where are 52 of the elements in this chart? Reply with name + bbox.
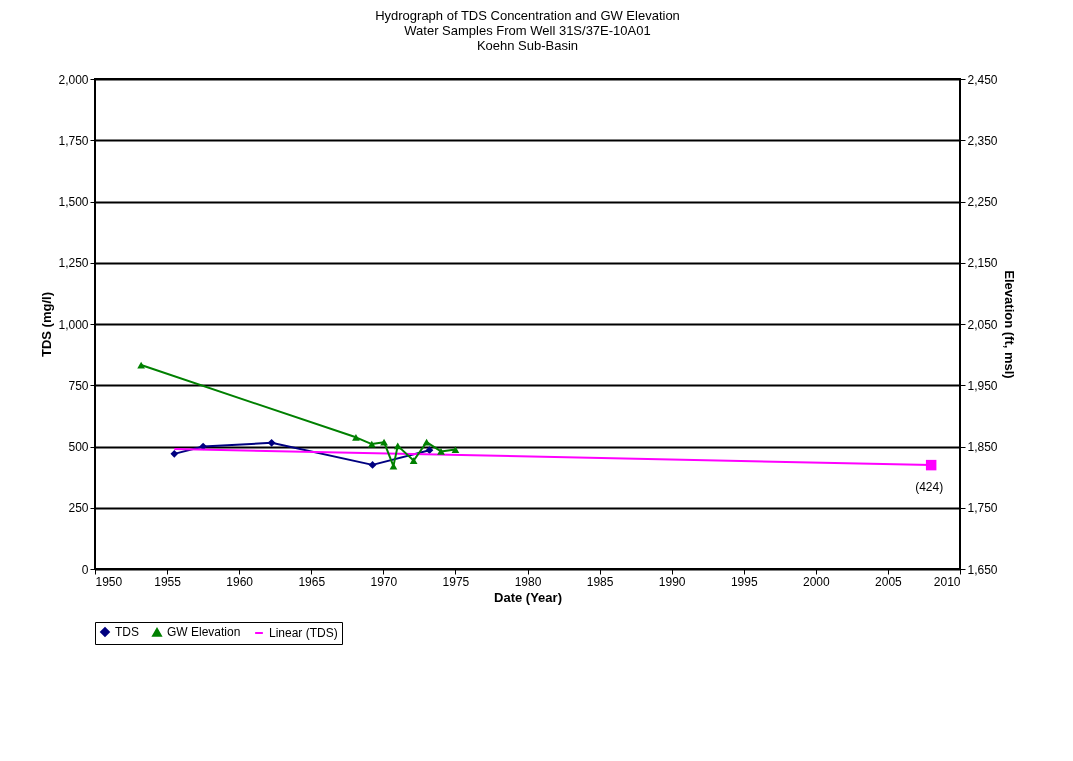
y2-tick-label: 1,650 (967, 562, 998, 577)
x-tick-label: 2010 (933, 574, 961, 589)
y-tick-label: 1,500 (58, 195, 89, 209)
y2-tick-label: 2,250 (967, 195, 998, 209)
point (267, 438, 276, 447)
point (393, 442, 402, 450)
legend-label: GW Elevation (167, 625, 241, 640)
point (925, 459, 937, 471)
point (368, 461, 377, 469)
annotation: (424) (915, 480, 944, 495)
x-tick-label: 1955 (154, 574, 182, 589)
y2-tick-label: 2,450 (967, 72, 998, 87)
x-tick-label: 2005 (875, 574, 903, 589)
y-tick-label: 2,000 (58, 72, 89, 87)
y-tick-label: 1,000 (58, 317, 89, 332)
point (451, 446, 460, 453)
point (422, 438, 431, 446)
x-tick-label: 1975 (442, 574, 470, 589)
x-tick-label: 2000 (802, 574, 830, 589)
legend-label: TDS (115, 625, 139, 640)
legend-label: Linear (TDS) (269, 626, 338, 640)
y2-tick-label: 1,750 (967, 501, 998, 516)
chart-title: Hydrograph of TDS Concentration and GW Elevation (375, 8, 680, 23)
y2-tick-label: 2,350 (967, 133, 998, 148)
point (380, 438, 388, 446)
x-tick-label: 1980 (514, 574, 542, 589)
y-tick-label: 0 (81, 562, 89, 577)
point (437, 448, 445, 455)
x-axis-title: Date (Year) (494, 589, 562, 605)
point (170, 449, 179, 458)
point (409, 457, 418, 464)
y-tick-label: 1,750 (58, 133, 89, 148)
y-axis-title: TDS (mg/l) (39, 292, 55, 357)
x-tick-label: 1960 (226, 574, 254, 589)
point (425, 446, 434, 455)
point (352, 433, 360, 441)
x-tick-label: 1970 (370, 574, 398, 589)
x-tick-label: 1950 (95, 574, 123, 589)
y2-tick-label: 2,150 (967, 256, 998, 271)
y2-tick-label: 1,850 (967, 440, 998, 454)
x-tick-label: 1990 (658, 574, 686, 589)
y2-tick-label: 2,050 (967, 317, 998, 332)
y-tick-label: 1,250 (58, 256, 89, 271)
y2-tick-label: 1,950 (967, 378, 998, 393)
y-tick-label: 750 (68, 378, 89, 393)
chart-subtitle: Water Samples From Well 31S/37E-10A01 Koehn Sub-Basin (404, 23, 651, 53)
x-tick-label: 1965 (298, 574, 326, 589)
y-tick-label: 500 (68, 440, 89, 454)
x-tick-label: 1995 (730, 574, 758, 589)
y-tick-label: 250 (68, 501, 89, 516)
y2-axis-title: Elevation (ft, msl) (1001, 270, 1017, 379)
x-tick-label: 1985 (586, 574, 614, 589)
